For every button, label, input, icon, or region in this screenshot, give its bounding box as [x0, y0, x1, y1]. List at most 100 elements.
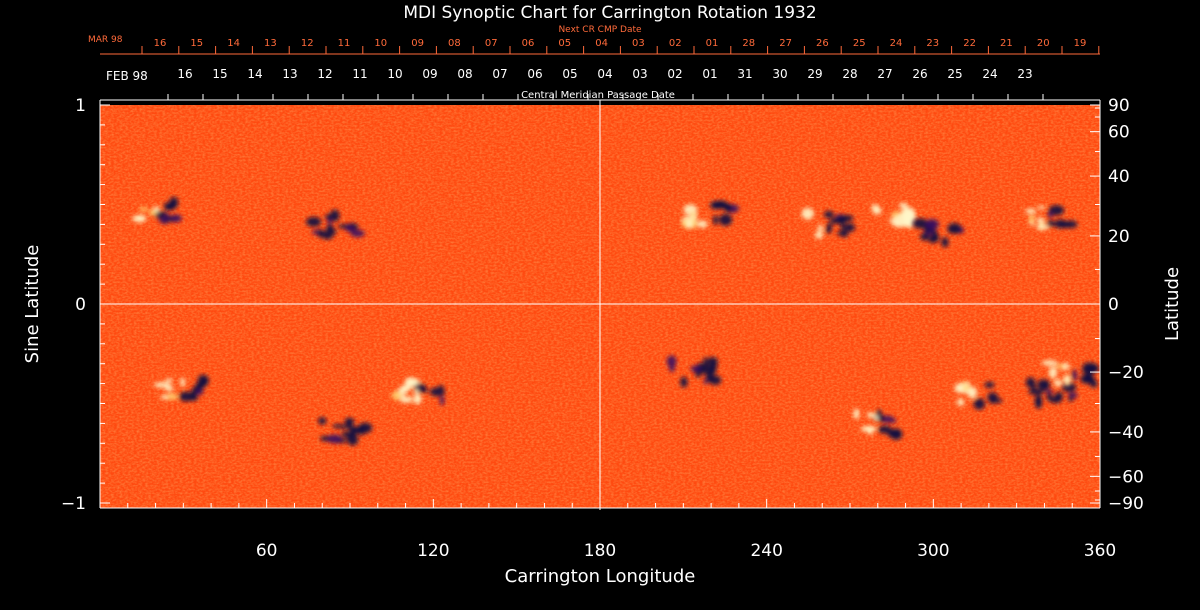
top-axis-month: FEB 98 [106, 69, 148, 83]
flux-patch [1048, 366, 1058, 379]
next-cr-date-label: 16 [154, 38, 167, 49]
active-region [132, 196, 182, 225]
top-date-label: 04 [597, 67, 612, 81]
flux-patch [866, 412, 876, 418]
flux-patch [889, 428, 903, 440]
y-tick-label-right: −40 [1108, 423, 1144, 443]
active-region [801, 207, 856, 239]
flux-patch [348, 426, 360, 432]
top-date-label: 01 [702, 67, 717, 81]
flux-patch [893, 219, 900, 227]
x-tick-label: 180 [584, 541, 616, 561]
flux-patch [341, 425, 347, 430]
flux-patch [853, 408, 860, 420]
flux-patch [967, 386, 978, 399]
flux-patch [1041, 360, 1058, 366]
flux-patch [1037, 218, 1045, 224]
flux-patch [178, 391, 195, 402]
flux-patch [132, 215, 147, 223]
flux-patch [1068, 392, 1078, 399]
flux-patch [989, 398, 995, 404]
flux-patch [190, 394, 198, 402]
flux-patch [841, 230, 849, 238]
flux-patch [956, 398, 965, 406]
flux-patch [1047, 211, 1054, 218]
top-date-label: 15 [212, 67, 227, 81]
flux-patch [873, 206, 882, 215]
next-cr-date-label: 05 [558, 38, 571, 49]
flux-patch [699, 364, 715, 375]
active-region [1025, 377, 1078, 409]
next-cr-date-label: 10 [374, 38, 387, 49]
top-date-label: 28 [842, 67, 857, 81]
flux-patch [962, 385, 971, 391]
y-tick-label-left: 0 [75, 295, 86, 315]
top-date-label: 10 [387, 67, 402, 81]
flux-patch [422, 386, 428, 393]
flux-patch [332, 229, 337, 235]
flux-patch [321, 230, 334, 240]
flux-patch [900, 218, 914, 226]
next-cr-date-label: 03 [632, 38, 645, 49]
flux-patch [170, 214, 182, 223]
flux-patch [391, 391, 402, 401]
flux-patch [429, 387, 446, 397]
x-axis-label: Carrington Longitude [505, 566, 696, 587]
active-region [853, 408, 903, 440]
active-regions [132, 196, 1100, 446]
active-region [954, 381, 1003, 410]
flux-patch [357, 423, 366, 436]
top-date-label: 13 [282, 67, 297, 81]
flux-patch [1038, 205, 1045, 210]
next-cr-month: MAR 98 [88, 35, 123, 45]
flux-patch [973, 398, 986, 410]
flux-patch [404, 378, 421, 385]
top-date-label: 11 [352, 67, 367, 81]
next-cr-date-label: 23 [926, 38, 939, 49]
flux-patch [350, 229, 365, 238]
flux-patch [712, 215, 719, 225]
flux-patch [154, 382, 170, 388]
x-tick-label: 60 [256, 541, 278, 561]
flux-patch [1068, 396, 1074, 402]
next-cr-date-label: 19 [1074, 38, 1087, 49]
flux-patch [1084, 373, 1094, 384]
flux-patch [328, 226, 334, 232]
x-tick-label: 240 [750, 541, 782, 561]
top-date-label: 07 [492, 67, 507, 81]
flux-patch [844, 223, 856, 232]
flux-patch [697, 220, 708, 228]
active-region [681, 200, 739, 229]
flux-patch [984, 381, 995, 388]
next-cr-date-label: 15 [190, 38, 203, 49]
next-cr-date-label: 02 [669, 38, 682, 49]
flux-patch [439, 395, 445, 406]
flux-patch [713, 201, 728, 209]
next-cr-date-label: 14 [227, 38, 240, 49]
flux-patch [165, 393, 179, 400]
top-date-label: 08 [457, 67, 472, 81]
flux-patch [825, 228, 832, 234]
flux-patch [165, 378, 173, 383]
next-cr-date-label: 01 [706, 38, 719, 49]
next-cr-date-label: 25 [853, 38, 866, 49]
y-tick-label-right: −20 [1108, 363, 1144, 383]
flux-patch [814, 231, 824, 239]
flux-patch [801, 207, 814, 220]
top-date-label: 23 [1017, 67, 1032, 81]
flux-patch [899, 202, 908, 209]
next-cr-date-label: 26 [816, 38, 829, 49]
top-date-label: 16 [177, 67, 192, 81]
flux-patch [1055, 364, 1065, 369]
flux-patch [1045, 389, 1054, 394]
next-cr-date-label: 09 [411, 38, 424, 49]
flux-patch [932, 229, 938, 241]
top-date-label: 30 [772, 67, 787, 81]
top-date-label: 06 [527, 67, 542, 81]
flux-patch [1087, 365, 1100, 373]
flux-patch [317, 228, 323, 238]
flux-patch [1053, 379, 1063, 387]
active-region [666, 355, 722, 388]
flux-patch [1035, 398, 1043, 409]
flux-patch [1046, 220, 1055, 227]
